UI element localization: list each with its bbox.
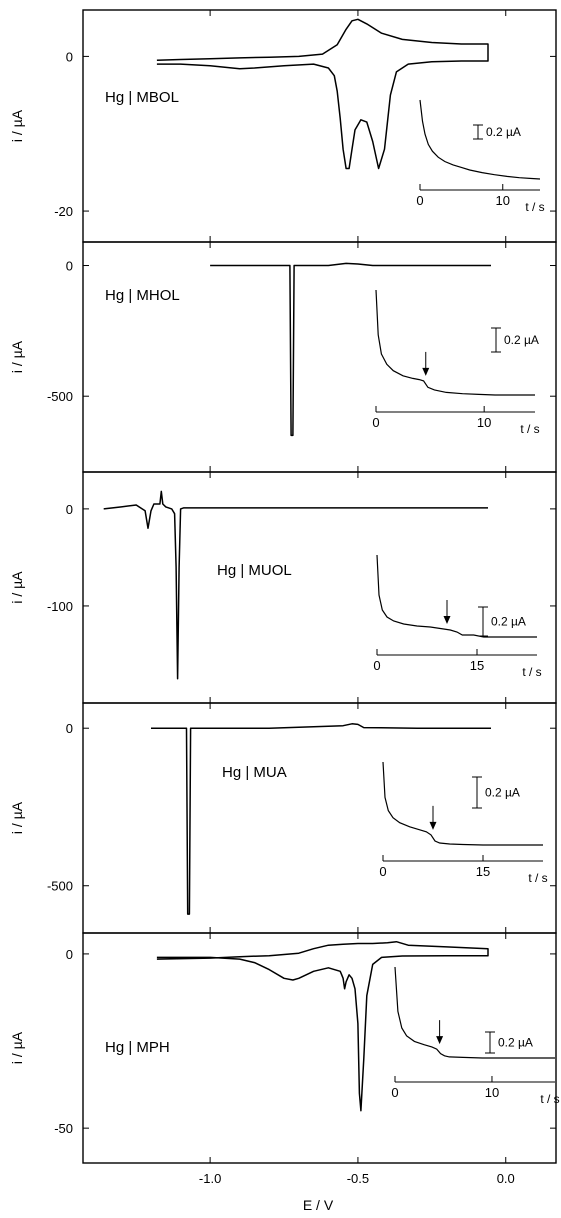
y-tick-label: 0 — [66, 721, 73, 736]
y-tick-label: 0 — [66, 502, 73, 517]
inset-transient-line — [376, 554, 537, 638]
inset-transient-line — [419, 99, 541, 180]
y-tick-label: 0 — [66, 49, 73, 64]
y-tick-label: -500 — [47, 389, 73, 404]
cv-series-line — [156, 18, 489, 170]
inset-time-axis-label: t / s — [540, 1092, 559, 1106]
panel-label: Hg | MHOL — [105, 287, 180, 304]
panel-label: Hg | MUOL — [217, 562, 292, 579]
arrow-head-icon — [443, 616, 451, 624]
y-axis-label: i / µA — [9, 109, 25, 142]
inset-x-tick-label: 10 — [477, 415, 491, 430]
y-axis-label: i / µA — [9, 571, 25, 604]
y-tick-label: -500 — [47, 879, 73, 894]
arrow-head-icon — [436, 1036, 444, 1045]
x-tick-label: -1.0 — [199, 1171, 221, 1186]
panel-frame — [82, 702, 557, 934]
inset-x-tick-label: 0 — [372, 415, 379, 430]
cv-series-line — [151, 723, 491, 915]
y-tick-label: -100 — [47, 599, 73, 614]
scale-bar-label: 0.2 µA — [486, 125, 521, 139]
inset-time-axis-label: t / s — [525, 200, 544, 214]
panel-frame — [82, 471, 557, 704]
inset-time-axis-label: t / s — [520, 422, 539, 436]
x-tick-label: -0.5 — [347, 1171, 369, 1186]
y-axis-label: i / µA — [9, 340, 25, 373]
panel-frame — [82, 932, 557, 1164]
inset-x-tick-label: 10 — [485, 1085, 499, 1100]
cv-series-line — [156, 940, 489, 1112]
panel-label: Hg | MBOL — [105, 89, 179, 106]
y-tick-label: 0 — [66, 947, 73, 962]
y-tick-label: -20 — [54, 204, 73, 219]
inset-transient-line — [375, 289, 535, 396]
panel-label: Hg | MPH — [105, 1039, 170, 1056]
inset-x-tick-label: 15 — [470, 658, 484, 673]
inset-transient-line — [394, 966, 555, 1059]
inset-x-tick-label: 0 — [416, 193, 423, 208]
scale-bar-label: 0.2 µA — [504, 333, 539, 347]
inset-x-tick-label: 0 — [373, 658, 380, 673]
x-axis-label: E / V — [303, 1197, 334, 1213]
arrow-head-icon — [422, 367, 430, 376]
y-tick-label: 0 — [66, 259, 73, 274]
inset-transient-line — [382, 761, 543, 846]
y-axis-label: i / µA — [9, 1031, 25, 1064]
inset-time-axis-label: t / s — [522, 665, 541, 679]
inset-time-axis-label: t / s — [528, 871, 547, 885]
y-axis-label: i / µA — [9, 801, 25, 834]
inset-x-tick-label: 0 — [379, 864, 386, 879]
panel-frame — [82, 241, 557, 473]
inset-x-tick-label: 0 — [391, 1085, 398, 1100]
scale-bar-label: 0.2 µA — [498, 1036, 533, 1050]
panel-label: Hg | MUA — [222, 764, 287, 781]
cv-series-line — [103, 490, 488, 680]
cv-series-line — [210, 262, 491, 437]
scale-bar-label: 0.2 µA — [485, 786, 520, 800]
inset-x-tick-label: 10 — [496, 193, 510, 208]
x-tick-label: 0.0 — [497, 1171, 515, 1186]
arrow-head-icon — [429, 821, 437, 830]
inset-x-tick-label: 15 — [476, 864, 490, 879]
scale-bar-label: 0.2 µA — [491, 615, 526, 629]
y-tick-label: -50 — [54, 1121, 73, 1136]
